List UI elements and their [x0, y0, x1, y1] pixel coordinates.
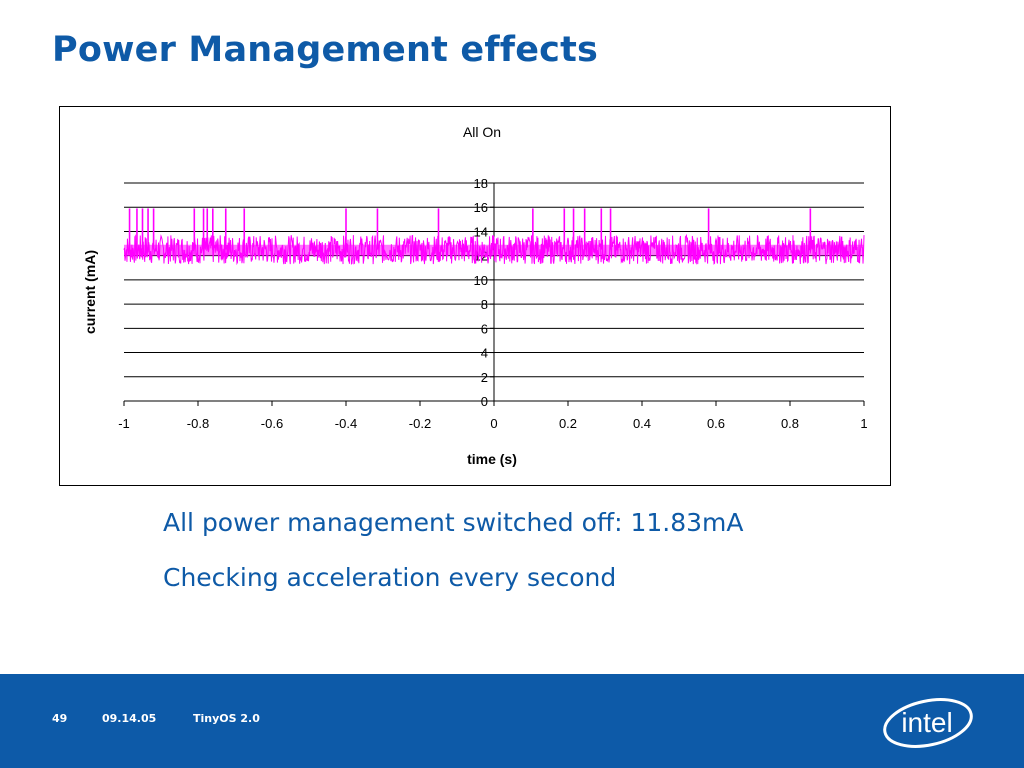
x-axis-label: time (s)	[467, 451, 517, 467]
logo-swoosh	[883, 698, 973, 748]
x-tick-label: -1	[118, 416, 130, 431]
page-number: 49	[52, 712, 68, 725]
x-tick-label: 0.2	[559, 416, 577, 431]
current-chart: All On024681012141618-1-0.8-0.6-0.4-0.20…	[82, 124, 868, 467]
y-tick-label: 2	[481, 370, 488, 385]
chart-frame: All On024681012141618-1-0.8-0.6-0.4-0.20…	[59, 106, 891, 486]
bullet-item: All power management switched off: 11.83…	[163, 508, 744, 537]
x-tick-label: 0.8	[781, 416, 799, 431]
footer-bar	[0, 674, 1024, 768]
chart-title: All On	[463, 124, 501, 140]
x-tick-label: -0.4	[335, 416, 357, 431]
y-tick-label: 4	[481, 346, 488, 361]
slide-title: Power Management effects	[52, 30, 599, 70]
x-tick-label: 0	[490, 416, 497, 431]
y-tick-label: 14	[474, 224, 488, 239]
x-tick-label: -0.2	[409, 416, 431, 431]
bullet-list: All power management switched off: 11.83…	[163, 508, 983, 618]
series-baseline-band	[124, 244, 864, 256]
footer-date: 09.14.05	[102, 712, 157, 725]
x-tick-label: -0.6	[261, 416, 283, 431]
x-tick-label: 1	[860, 416, 867, 431]
logo-text: intel	[901, 707, 952, 738]
y-tick-label: 10	[474, 273, 488, 288]
y-tick-label: 16	[474, 200, 488, 215]
y-axis-label: current (mA)	[82, 250, 98, 334]
y-tick-label: 18	[474, 176, 488, 191]
x-tick-label: 0.6	[707, 416, 725, 431]
x-tick-label: 0.4	[633, 416, 651, 431]
intel-logo: intel	[883, 698, 973, 748]
x-tick-label: -0.8	[187, 416, 209, 431]
y-tick-label: 8	[481, 297, 488, 312]
bullet-item: Checking acceleration every second	[163, 563, 617, 592]
footer-course: TinyOS 2.0	[193, 712, 260, 725]
y-tick-label: 6	[481, 321, 488, 336]
